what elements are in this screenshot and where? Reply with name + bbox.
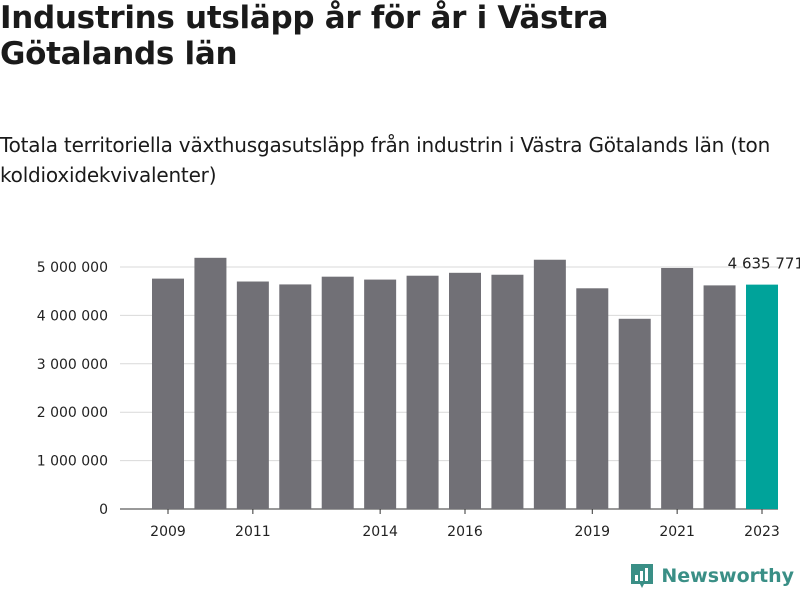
chart-title: Industrins utsläpp år för år i Västra Gö… — [0, 0, 609, 72]
x-tick-label: 2019 — [574, 524, 610, 540]
y-tick-label: 0 — [99, 502, 108, 518]
bar — [236, 281, 269, 509]
bar — [449, 272, 481, 509]
chart-subtitle: Totala territoriella växthusgasutsläpp f… — [0, 133, 771, 187]
bar — [618, 318, 651, 509]
y-tick-label: 5 000 000 — [37, 260, 108, 276]
x-axis-ticks: 2009 2011 2014 2016 2019 2021 2023 — [150, 509, 780, 540]
bar — [279, 284, 312, 509]
x-tick-label: 2009 — [150, 524, 186, 540]
bar — [194, 257, 227, 509]
bar — [152, 278, 184, 509]
bar — [406, 275, 439, 509]
y-tick-label: 1 000 000 — [37, 454, 108, 470]
bar — [576, 288, 609, 509]
y-tick-label: 2 000 000 — [37, 405, 108, 421]
bar-chart: 0 1 000 000 2 000 000 3 000 000 4 000 000 5 0… — [37, 255, 800, 540]
brand-name: Newsworthy — [661, 565, 794, 587]
newsworthy-logo-icon — [631, 564, 654, 588]
bar — [364, 279, 397, 509]
bar — [321, 276, 354, 509]
y-tick-label: 3 000 000 — [37, 357, 108, 373]
bar — [661, 267, 694, 509]
data-labels: 4 635 771 — [728, 255, 800, 273]
x-tick-label: 2011 — [235, 524, 271, 540]
bars — [152, 257, 778, 509]
y-axis-ticks: 0 1 000 000 2 000 000 3 000 000 4 000 000 5 0… — [37, 260, 108, 518]
x-tick-label: 2021 — [659, 524, 695, 540]
bar — [746, 284, 778, 509]
y-tick-label: 4 000 000 — [37, 308, 108, 324]
bar — [703, 285, 736, 509]
bar — [533, 259, 566, 509]
bar — [491, 274, 524, 509]
x-tick-label: 2023 — [744, 524, 780, 540]
newsworthy-brand: Newsworthy — [629, 562, 794, 590]
x-tick-label: 2014 — [362, 524, 398, 540]
x-tick-label: 2016 — [447, 524, 483, 540]
data-label: 4 635 771 — [728, 255, 800, 273]
